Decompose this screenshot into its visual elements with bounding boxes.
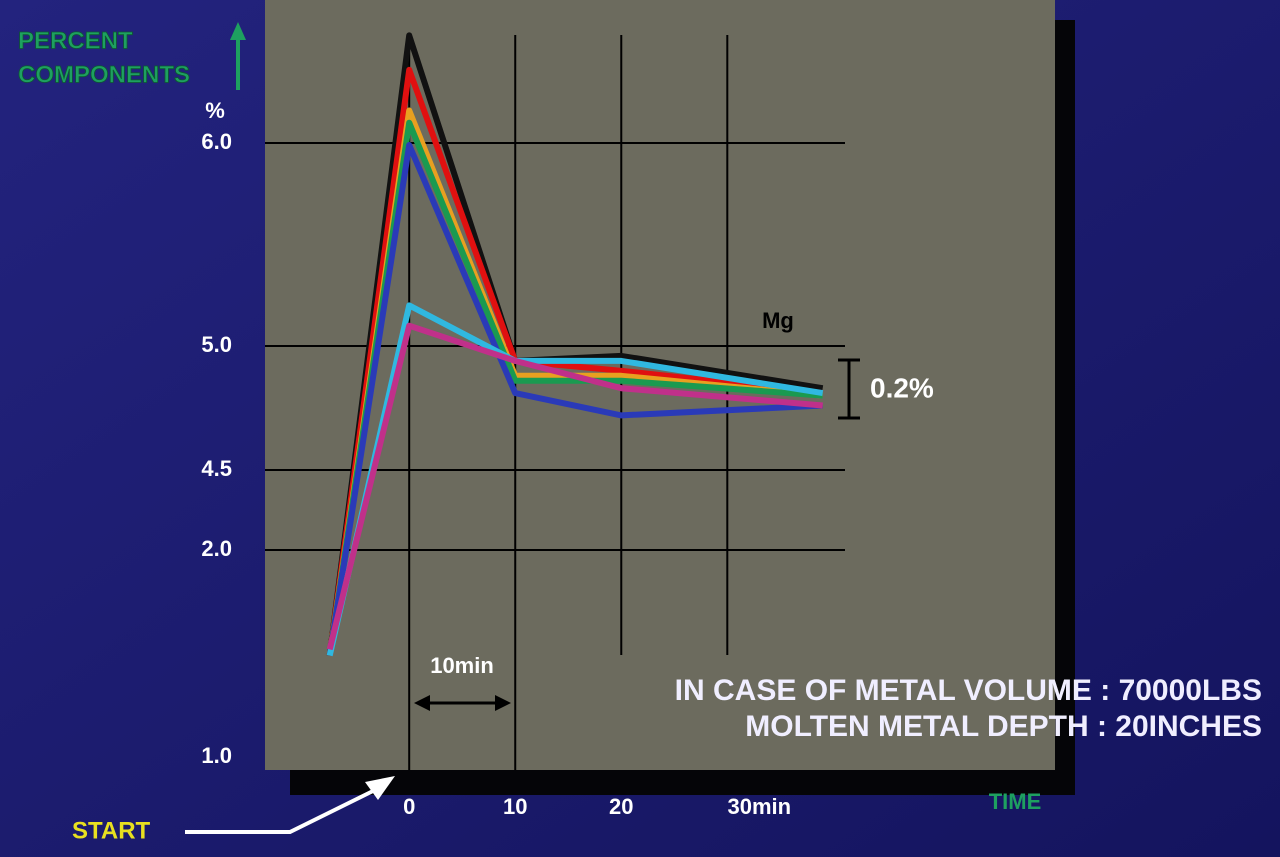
- x-tick-label: 0: [403, 794, 415, 819]
- y-tick-label: 6.0: [201, 129, 232, 154]
- start-arrow: [185, 788, 376, 834]
- annotation: MOLTEN METAL DEPTH : 20INCHES: [745, 710, 1262, 743]
- annotation: 0.2%: [870, 372, 934, 403]
- y-unit: %: [205, 98, 225, 123]
- interval-arrowhead: [495, 695, 511, 711]
- y-tick-label: 2.0: [201, 536, 232, 561]
- y-tick-label: 4.5: [201, 456, 232, 481]
- annotation: Mg: [762, 308, 794, 333]
- annotation: START: [72, 817, 151, 844]
- y-axis-label: COMPONENTS: [18, 61, 190, 88]
- range-bracket: [838, 358, 860, 420]
- y-axis-arrowhead: [230, 22, 246, 40]
- x-axis-label: TIME: [989, 789, 1042, 814]
- annotation: IN CASE OF METAL VOLUME : 70000LBS: [675, 674, 1262, 707]
- series-line: [326, 322, 823, 651]
- y-tick-label: 1.0: [201, 743, 232, 768]
- annotation: 10min: [430, 653, 494, 678]
- start-arrowhead: [365, 776, 395, 800]
- x-tick-label: 30min: [728, 794, 792, 819]
- series-line: [326, 142, 823, 657]
- x-tick-label: 20: [609, 794, 633, 819]
- x-tick-label: 10: [503, 794, 527, 819]
- interval-arrowhead: [414, 695, 430, 711]
- y-tick-label: 5.0: [201, 332, 232, 357]
- y-axis-label: PERCENT: [18, 27, 133, 54]
